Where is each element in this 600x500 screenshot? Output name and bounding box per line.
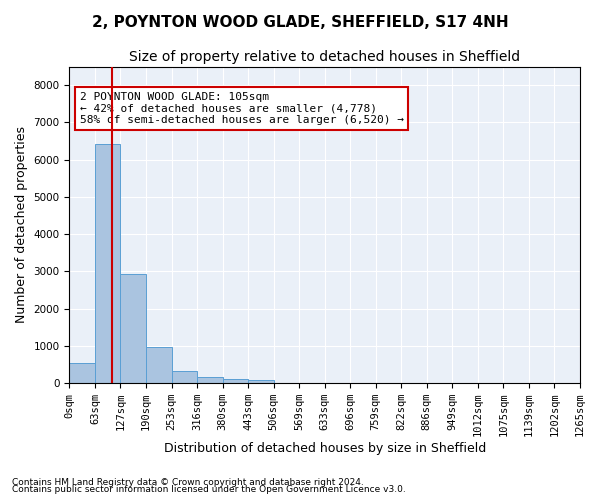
Bar [70, 363, 95, 383]
Text: Contains HM Land Registry data © Crown copyright and database right 2024.: Contains HM Land Registry data © Crown c… [12, 478, 364, 487]
Bar [248, 380, 274, 383]
Title: Size of property relative to detached houses in Sheffield: Size of property relative to detached ho… [129, 50, 520, 64]
Bar [121, 274, 146, 383]
Text: 2 POYNTON WOOD GLADE: 105sqm
← 42% of detached houses are smaller (4,778)
58% of: 2 POYNTON WOOD GLADE: 105sqm ← 42% of de… [80, 92, 404, 125]
Bar [197, 377, 223, 383]
Bar [146, 347, 172, 383]
Text: Contains public sector information licensed under the Open Government Licence v3: Contains public sector information licen… [12, 486, 406, 494]
Bar [223, 379, 248, 383]
Bar [95, 144, 121, 383]
Bar [172, 370, 197, 383]
Y-axis label: Number of detached properties: Number of detached properties [15, 126, 28, 324]
Text: 2, POYNTON WOOD GLADE, SHEFFIELD, S17 4NH: 2, POYNTON WOOD GLADE, SHEFFIELD, S17 4N… [92, 15, 508, 30]
X-axis label: Distribution of detached houses by size in Sheffield: Distribution of detached houses by size … [164, 442, 486, 455]
